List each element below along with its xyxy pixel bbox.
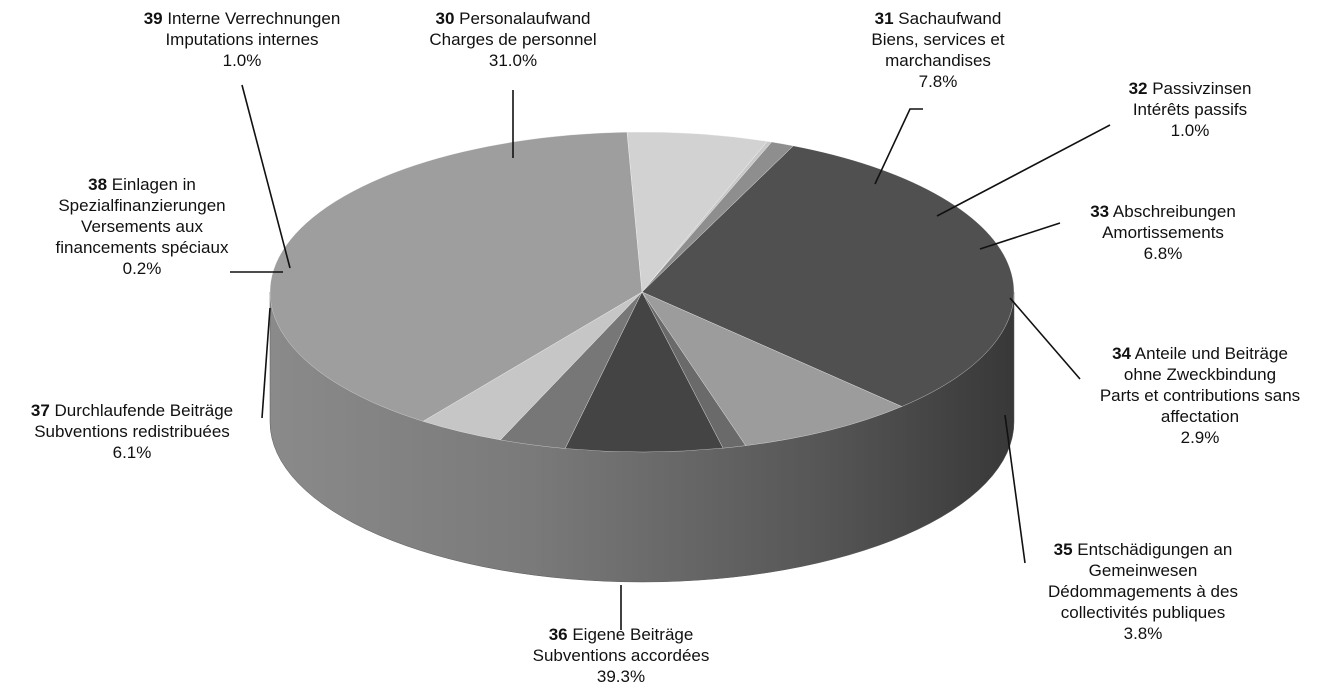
leader-line-33 — [979, 222, 1061, 250]
pie-slice-39 — [641, 141, 794, 293]
slice-code: 30 — [435, 9, 454, 28]
slice-label-line: 30 Personalaufwand — [435, 9, 590, 28]
slice-label-text: Sachaufwand — [894, 9, 1002, 28]
leader-line-34 — [1009, 297, 1081, 380]
slice-label-line: 38 Einlagen in — [88, 175, 196, 194]
slice-label-35: 35 Entschädigungen an Gemeinwesen Dédommag… — [1048, 540, 1238, 643]
slice-label-line: Gemeinwesen — [1089, 561, 1198, 580]
slice-code: 35 — [1054, 540, 1073, 559]
slice-label-line: 35 Entschädigungen an — [1054, 540, 1233, 559]
slice-label-text: Eigene Beiträge — [568, 625, 694, 644]
slice-label-line: 39 Interne Verrechnungen — [144, 9, 341, 28]
slice-label-line: Intérêts passifs — [1133, 100, 1247, 119]
slice-label-line: Parts et contributions sans — [1100, 386, 1300, 405]
slice-label-line: marchandises — [885, 51, 991, 70]
pie-slice-31 — [641, 291, 903, 446]
slice-label-32: 32 Passivzinsen Intérêts passifs 1.0% — [1129, 79, 1252, 140]
slice-label-39: 39 Interne Verrechnungen Imputations inte… — [144, 9, 341, 70]
pie-slices — [269, 131, 1015, 453]
slice-label-33: 33 Abschreibungen Amortissements 6.8% — [1090, 202, 1236, 263]
slice-label-line: 0.2% — [123, 259, 162, 278]
pie-slice-33 — [564, 291, 724, 453]
slice-code: 39 — [144, 9, 163, 28]
slice-label-line: 31 Sachaufwand — [875, 9, 1002, 28]
pie-slice-37 — [626, 131, 768, 293]
slice-label-line: Amortissements — [1102, 223, 1224, 242]
slice-label-line: financements spéciaux — [56, 238, 229, 257]
slice-label-line: 39.3% — [597, 667, 645, 686]
slice-label-line: 34 Anteile und Beiträge — [1112, 344, 1288, 363]
slice-label-line: 1.0% — [223, 51, 262, 70]
slice-label-text: Durchlaufende Beiträge — [50, 401, 233, 420]
slice-label-line: Dédommagements à des — [1048, 582, 1238, 601]
slice-label-text: Passivzinsen — [1147, 79, 1251, 98]
slice-label-31: 31 Sachaufwand Biens, services et marchand… — [871, 9, 1004, 91]
slice-label-text: Anteile und Beiträge — [1131, 344, 1288, 363]
slice-label-line: Subventions accordées — [533, 646, 710, 665]
slice-code: 38 — [88, 175, 107, 194]
leader-line-39 — [241, 84, 291, 269]
slice-label-38: 38 Einlagen in Spezialfinanzierungen Verse… — [56, 175, 229, 278]
slice-label-line: ohne Zweckbindung — [1124, 365, 1276, 384]
slice-label-line: affectation — [1161, 407, 1239, 426]
slice-label-line: 36 Eigene Beiträge — [549, 625, 694, 644]
slice-label-line: 33 Abschreibungen — [1090, 202, 1236, 221]
slice-label-line: collectivités publiques — [1061, 603, 1225, 622]
slice-label-text: Personalaufwand — [454, 9, 590, 28]
slice-label-text: Interne Verrechnungen — [163, 9, 341, 28]
slice-label-text: Entschädigungen an — [1073, 540, 1233, 559]
slice-label-line: 6.8% — [1144, 244, 1183, 263]
slice-label-line: Spezialfinanzierungen — [58, 196, 225, 215]
slice-label-line: 32 Passivzinsen — [1129, 79, 1252, 98]
pie-slice-36 — [269, 131, 643, 422]
leader-line-32 — [936, 124, 1111, 217]
leader-line-37 — [261, 307, 271, 419]
slice-labels: 39 Interne Verrechnungen Imputations inte… — [31, 9, 1300, 686]
slice-label-text: Einlagen in — [107, 175, 196, 194]
slice-label-30: 30 Personalaufwand Charges de personnel 31… — [429, 9, 596, 70]
slice-label-36: 36 Eigene Beiträge Subventions accordées 3… — [533, 625, 710, 686]
leader-line-31 — [874, 108, 923, 185]
slice-label-line: 2.9% — [1181, 428, 1220, 447]
slice-label-line: 7.8% — [919, 72, 958, 91]
slice-label-text: Abschreibungen — [1109, 202, 1236, 221]
slice-label-line: 31.0% — [489, 51, 537, 70]
leader-lines — [230, 84, 1111, 630]
slice-label-line: 6.1% — [113, 443, 152, 462]
slice-label-line: 3.8% — [1124, 624, 1163, 643]
slice-code: 32 — [1129, 79, 1148, 98]
slice-label-line: Charges de personnel — [429, 30, 596, 49]
slice-label-line: Versements aux — [81, 217, 203, 236]
slice-label-line: 37 Durchlaufende Beiträge — [31, 401, 233, 420]
slice-label-line: Subventions redistribuées — [34, 422, 230, 441]
slice-label-line: Imputations internes — [165, 30, 318, 49]
leader-line-35 — [1004, 414, 1026, 564]
slice-code: 31 — [875, 9, 894, 28]
slice-label-34: 34 Anteile und Beiträge ohne Zweckbindung… — [1100, 344, 1300, 447]
slice-code: 37 — [31, 401, 50, 420]
slice-label-37: 37 Durchlaufende Beiträge Subventions red… — [31, 401, 233, 462]
slice-code: 34 — [1112, 344, 1131, 363]
slice-label-line: Biens, services et — [871, 30, 1004, 49]
pie-slice-30 — [641, 145, 1015, 407]
slice-label-line: 1.0% — [1171, 121, 1210, 140]
slice-code: 36 — [549, 625, 568, 644]
slice-code: 33 — [1090, 202, 1109, 221]
